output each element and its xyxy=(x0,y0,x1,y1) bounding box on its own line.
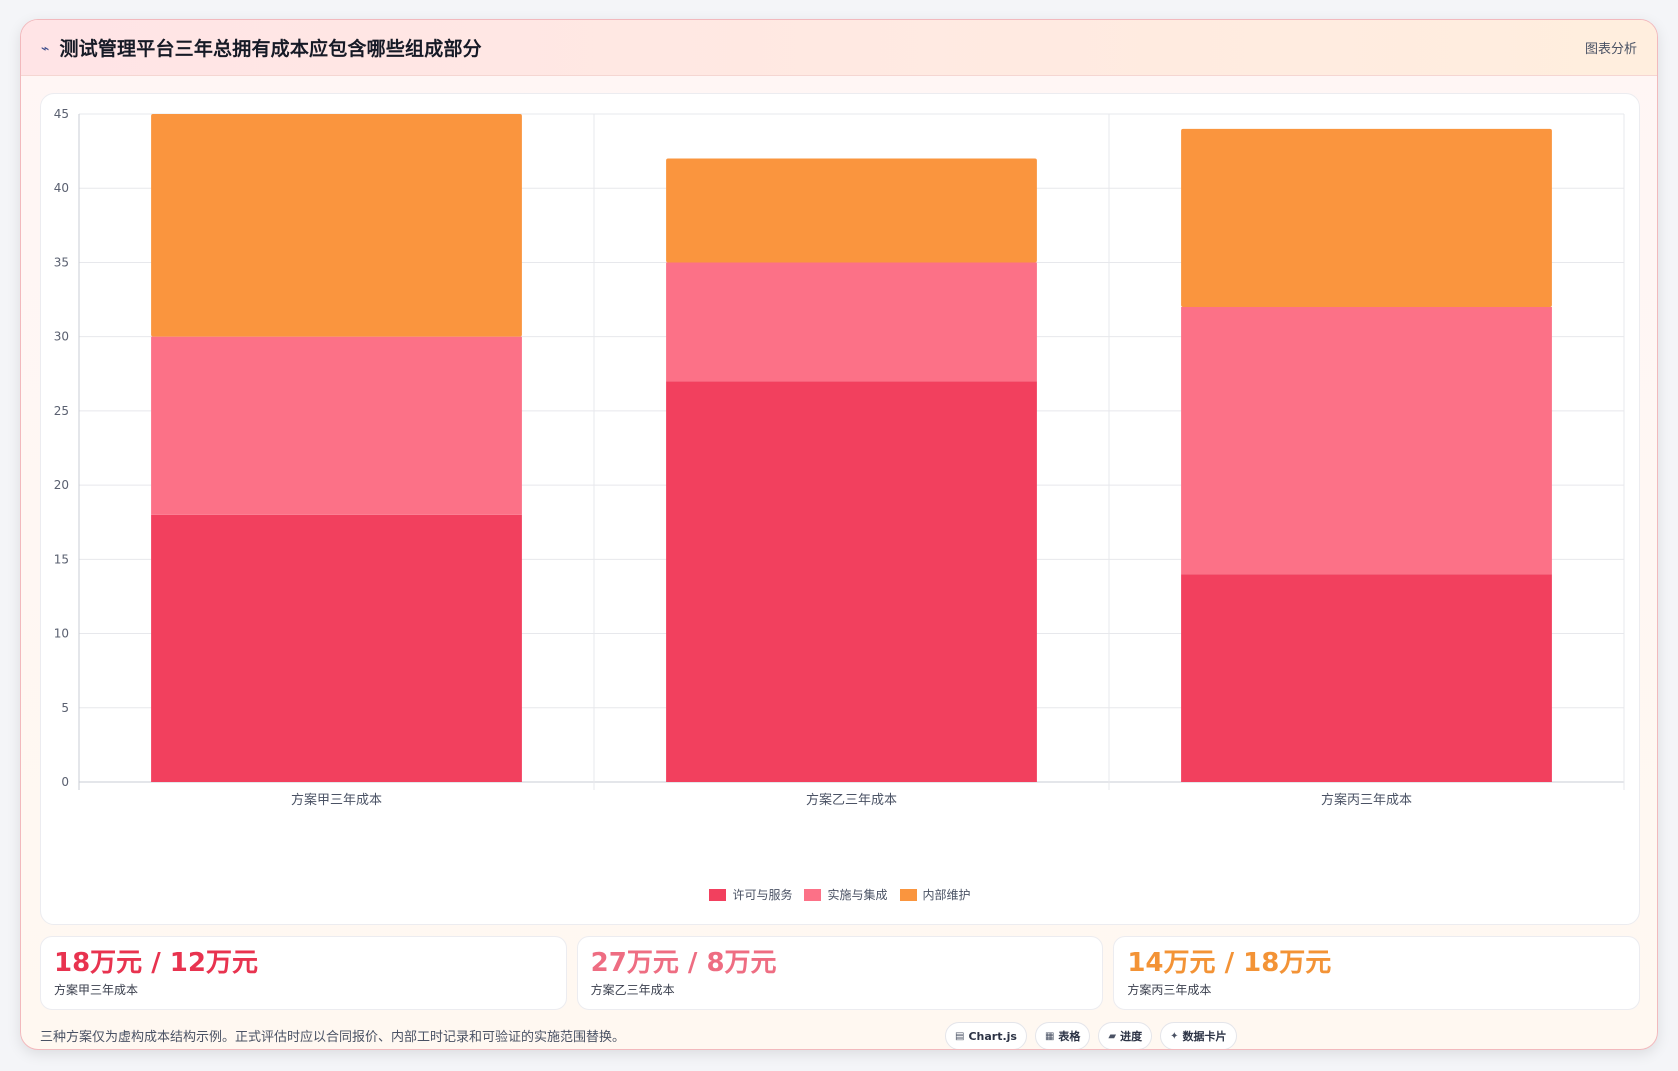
card-header: ⌁ 测试管理平台三年总拥有成本应包含哪些组成部分 图表分析 xyxy=(21,20,1657,76)
chart-card: ⌁ 测试管理平台三年总拥有成本应包含哪些组成部分 图表分析 0 5 10 15 20 25… xyxy=(20,19,1658,1050)
y-tick-label: 35 xyxy=(54,255,69,269)
y-tick-label: 25 xyxy=(54,404,69,418)
stat-label: 方案乙三年成本 xyxy=(590,983,675,997)
bar-segment xyxy=(1181,306,1552,575)
footer-note: 三种方案仅为虚构成本结构示例。正式评估时应以合同报价、内部工时记录和可验证的实施… xyxy=(40,1029,626,1045)
bar-segment xyxy=(666,262,1037,382)
legend-label: 实施与集成 xyxy=(827,888,888,902)
feature-chip[interactable]: ▤ Chart.js xyxy=(945,1022,1027,1049)
legend-item[interactable]: 许可与服务 xyxy=(709,886,792,903)
progress-icon: ▰ xyxy=(1108,1030,1117,1042)
stat-card: 27万元 / 8万元方案乙三年成本 xyxy=(576,936,1104,1010)
stat-label: 方案甲三年成本 xyxy=(54,983,139,997)
card-footer: 三种方案仅为虚构成本结构示例。正式评估时应以合同报价、内部工时记录和可验证的实施… xyxy=(40,1018,1640,1049)
stat-value: 14万元 / 18万元 xyxy=(1127,948,1332,978)
x-tick-label: 方案乙三年成本 xyxy=(806,792,897,808)
card-icon: ✦ xyxy=(1170,1030,1179,1042)
bar-segment xyxy=(666,158,1037,263)
bar-segment xyxy=(1181,574,1552,782)
stat-label: 方案丙三年成本 xyxy=(1127,983,1212,997)
bar-segment xyxy=(151,336,522,515)
y-tick-label: 15 xyxy=(54,552,69,566)
y-tick-label: 10 xyxy=(54,627,69,641)
stat-value: 27万元 / 8万元 xyxy=(590,948,777,978)
legend-label: 内部维护 xyxy=(922,888,971,902)
legend-swatch xyxy=(804,888,822,901)
table-icon: ▦ xyxy=(1044,1030,1055,1042)
chart-icon: ▤ xyxy=(955,1030,965,1042)
stacked-bar-chart: 0 5 10 15 20 25 30 35 40 45 方案甲三年成本 方案乙三年成本 方案丙三年成本 xyxy=(54,107,1625,808)
chart-analysis-tag: 图表分析 xyxy=(1584,42,1637,57)
y-tick-label: 45 xyxy=(54,107,69,121)
legend-swatch xyxy=(709,888,727,901)
chart-container: 0 5 10 15 20 25 30 35 40 45 方案甲三年成本 方案乙三年成本 方案丙三年成本 … xyxy=(40,93,1640,925)
chip-label: 数据卡片 xyxy=(1182,1030,1227,1043)
feature-chip[interactable]: ✦ 数据卡片 xyxy=(1160,1022,1237,1049)
legend-item[interactable]: 实施与集成 xyxy=(804,886,888,903)
bar-segment xyxy=(151,114,522,337)
y-tick-label: 0 xyxy=(61,775,69,789)
bar-segment xyxy=(666,381,1037,782)
stat-card: 18万元 / 12万元方案甲三年成本 xyxy=(40,936,567,1010)
page-title: 测试管理平台三年总拥有成本应包含哪些组成部分 xyxy=(59,38,482,60)
stat-card: 14万元 / 18万元方案丙三年成本 xyxy=(1113,936,1641,1010)
chip-label: 表格 xyxy=(1058,1030,1081,1043)
y-tick-label: 5 xyxy=(61,701,69,715)
stat-value: 18万元 / 12万元 xyxy=(54,948,258,978)
trend-icon: ⌁ xyxy=(41,40,50,57)
chip-label: Chart.js xyxy=(968,1029,1017,1043)
chart-legend: 许可与服务 实施与集成 内部维护 xyxy=(41,886,1639,903)
x-tick-label: 方案丙三年成本 xyxy=(1321,792,1412,808)
y-tick-label: 30 xyxy=(54,330,69,344)
feature-chip[interactable]: ▰ 进度 xyxy=(1098,1022,1153,1049)
bar-segment xyxy=(151,514,522,782)
legend-label: 许可与服务 xyxy=(732,888,793,902)
x-tick-label: 方案甲三年成本 xyxy=(291,792,382,808)
legend-swatch xyxy=(899,888,917,901)
chip-label: 进度 xyxy=(1120,1030,1143,1043)
feature-chip[interactable]: ▦ 表格 xyxy=(1034,1022,1091,1049)
stat-cards: 18万元 / 12万元 方案甲三年成本 27万元 / 8万元 方案乙三年成本 14万元 … xyxy=(40,936,1641,1010)
legend-item[interactable]: 内部维护 xyxy=(899,886,971,903)
y-tick-label: 40 xyxy=(54,181,69,195)
bar-segment xyxy=(1181,128,1552,307)
y-tick-label: 20 xyxy=(54,478,69,492)
feature-chips: ▤ Chart.js ▦ 表格 ▰ 进度 ✦ 数据卡片 xyxy=(945,1022,1237,1049)
